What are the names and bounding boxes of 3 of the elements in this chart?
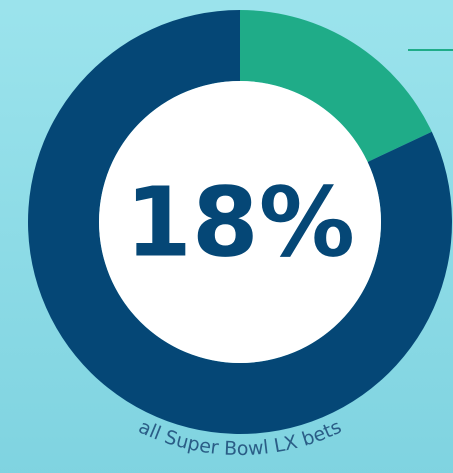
donut-slice xyxy=(240,10,432,162)
text: all Super Bowl LX bets xyxy=(135,416,345,460)
text: 18% xyxy=(125,166,355,279)
